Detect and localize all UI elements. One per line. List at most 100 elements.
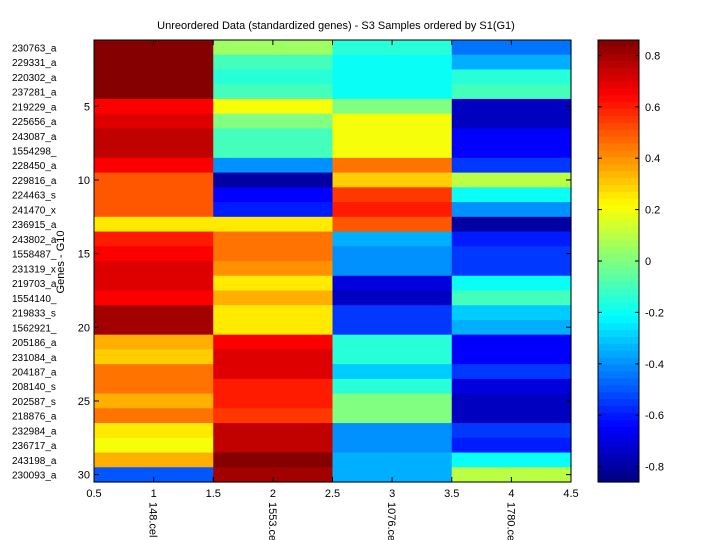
- heatmap-cell: [213, 113, 334, 129]
- colorbar-swatch: [598, 178, 639, 186]
- row-label: 232984_a: [12, 426, 57, 437]
- x-tick-label: 2.5: [325, 488, 340, 500]
- row-label: 236915_a: [12, 220, 57, 231]
- colorbar-swatch: [598, 371, 639, 380]
- colorbar-swatch: [598, 115, 639, 124]
- row-label: 220302_a: [12, 73, 57, 84]
- heatmap-cell: [213, 202, 334, 218]
- colorbar-swatch: [598, 143, 639, 152]
- heatmap-cell: [451, 452, 572, 468]
- heatmap-cell: [451, 113, 572, 129]
- colorbar-swatch: [598, 40, 639, 48]
- colorbar-swatch: [598, 343, 639, 352]
- heatmap-cell: [332, 84, 453, 100]
- heatmap-cell: [451, 246, 572, 262]
- row-label: 237281_a: [12, 88, 57, 99]
- colorbar-swatch: [598, 46, 639, 55]
- colorbar-swatch: [598, 150, 639, 159]
- heatmap-cell: [213, 172, 334, 188]
- colorbar-swatch: [598, 171, 639, 179]
- row-label: 1562921_: [12, 323, 57, 334]
- heatmap-cell: [451, 290, 572, 306]
- heatmap-cell: [213, 157, 334, 174]
- colorbar-swatch: [598, 475, 639, 483]
- heatmap-cell: [451, 172, 572, 188]
- heatmap-cell: [332, 172, 453, 188]
- heatmap-cell: [94, 143, 214, 159]
- heatmap-cell: [213, 423, 334, 439]
- row-label: 229816_a: [12, 176, 57, 187]
- column-label: 1780.cel: [504, 502, 516, 540]
- heatmap-cell: [94, 187, 214, 203]
- row-label: 205186_a: [12, 338, 57, 349]
- heatmap-cell: [451, 319, 572, 336]
- colorbar-swatch: [598, 316, 639, 324]
- colorbar-swatch: [598, 185, 639, 193]
- colorbar-swatch: [598, 53, 639, 62]
- colorbar-swatch: [598, 357, 639, 366]
- colorbar-swatch: [598, 461, 639, 469]
- colorbar-swatch: [598, 74, 639, 83]
- heatmap-cell: [332, 290, 453, 306]
- heatmap-cell: [94, 290, 214, 306]
- heatmap-cell: [451, 216, 572, 233]
- row-label: 236717_a: [12, 441, 57, 452]
- x-tick-label: 1: [151, 488, 157, 500]
- heatmap-cell: [332, 128, 453, 144]
- y-tick-label: 30: [78, 470, 90, 482]
- row-label: 219833_s: [12, 309, 56, 320]
- heatmap-cell: [213, 364, 334, 380]
- colorbar-tick-label: 0.2: [645, 205, 660, 217]
- heatmap-cell: [94, 393, 214, 409]
- heatmap-cell: [451, 275, 572, 292]
- heatmap-cell: [332, 334, 453, 350]
- colorbar-swatch: [598, 60, 639, 69]
- x-tick-label: 1.5: [206, 488, 221, 500]
- heatmap-cell: [94, 319, 214, 336]
- heatmap-cell: [451, 187, 572, 203]
- colorbar-swatch: [598, 364, 639, 373]
- heatmap-cell: [213, 319, 334, 336]
- heatmap-cell: [332, 261, 453, 277]
- row-label: 229331_a: [12, 58, 57, 69]
- colorbar-tick-label: 0.4: [645, 153, 660, 165]
- x-tick-label: 4: [508, 488, 514, 500]
- heatmap-cell: [332, 275, 453, 292]
- heatmap-cell: [213, 54, 334, 71]
- colorbar-swatch: [598, 350, 639, 359]
- colorbar-tick-label: 0.8: [645, 50, 660, 62]
- heatmap-cell: [94, 423, 214, 439]
- colorbar-swatch: [598, 288, 639, 297]
- colorbar-swatch: [598, 433, 639, 442]
- colorbar-swatch: [598, 454, 639, 462]
- heatmap-cell: [332, 393, 453, 409]
- y-tick-label: 25: [78, 396, 90, 408]
- colorbar-tick-label: 0: [645, 256, 651, 268]
- y-tick-label: 15: [78, 249, 90, 261]
- heatmap-cell: [451, 364, 572, 380]
- colorbar-swatch: [598, 164, 639, 172]
- y-tick-label: 10: [78, 175, 90, 187]
- heatmap-cell: [94, 128, 214, 144]
- colorbar-swatch: [598, 129, 639, 138]
- heatmap-cell: [94, 231, 214, 247]
- colorbar-swatch: [598, 330, 639, 338]
- colorbar-swatch: [598, 399, 639, 407]
- heatmap-cell: [332, 143, 453, 159]
- row-label: 231084_a: [12, 353, 57, 364]
- heatmap-cell: [332, 187, 453, 203]
- row-label: 228450_a: [12, 161, 57, 172]
- colorbar-swatch: [598, 254, 639, 262]
- heatmap-cell: [332, 349, 453, 365]
- x-tick-label: 3.5: [444, 488, 459, 500]
- heatmap-cell: [94, 216, 214, 233]
- heatmap-cell: [213, 187, 334, 203]
- colorbar-swatch: [598, 309, 639, 317]
- chart-title: Unreordered Data (standardized genes) - …: [157, 20, 515, 32]
- x-tick-label: 0.5: [86, 488, 101, 500]
- heatmap-cell: [213, 98, 334, 115]
- row-label: 230763_a: [12, 43, 57, 54]
- heatmap-cell: [332, 113, 453, 129]
- colorbar-swatch: [598, 205, 639, 214]
- heatmap-cell: [94, 246, 214, 262]
